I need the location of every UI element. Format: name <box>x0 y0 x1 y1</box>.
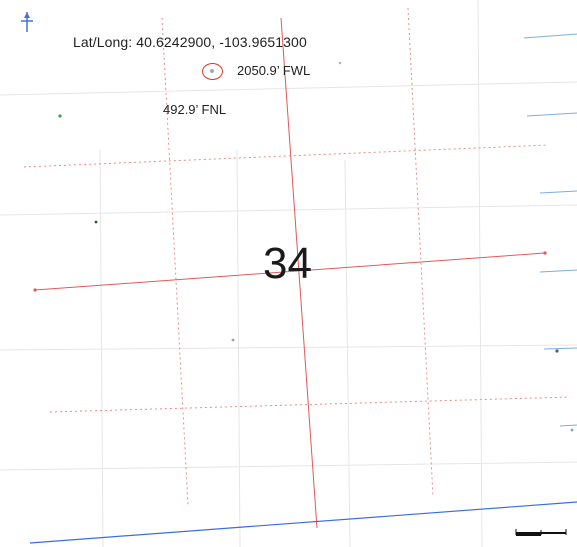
fnl-distance-label: 492.9’ FNL <box>163 102 227 117</box>
well-location-icon[interactable] <box>202 63 223 80</box>
map-feature-point <box>94 220 98 224</box>
map-feature-point <box>555 349 559 353</box>
map-feature-point <box>231 338 235 342</box>
edge-ticks <box>523 33 577 427</box>
well-dot <box>210 69 214 73</box>
section-line-end-marker <box>33 288 37 292</box>
latlong-label: Lat/Long: 40.6242900, -103.9651300 <box>73 34 307 50</box>
section-line-end-marker <box>543 251 547 255</box>
map-feature-point <box>570 428 574 432</box>
east-west-section-line <box>34 252 546 291</box>
north-south-section-line <box>280 17 318 529</box>
map-feature-point <box>58 114 62 118</box>
north-arrow-icon <box>21 12 33 32</box>
section-lines <box>34 17 546 529</box>
map-feature-point <box>338 61 342 65</box>
quarter-section-lines <box>23 7 571 506</box>
section-number: 34 <box>263 239 312 288</box>
fwl-distance-label: 2050.9’ FWL <box>237 63 311 78</box>
scale-bar-icon <box>515 529 567 536</box>
survey-boundary-line <box>29 501 577 544</box>
